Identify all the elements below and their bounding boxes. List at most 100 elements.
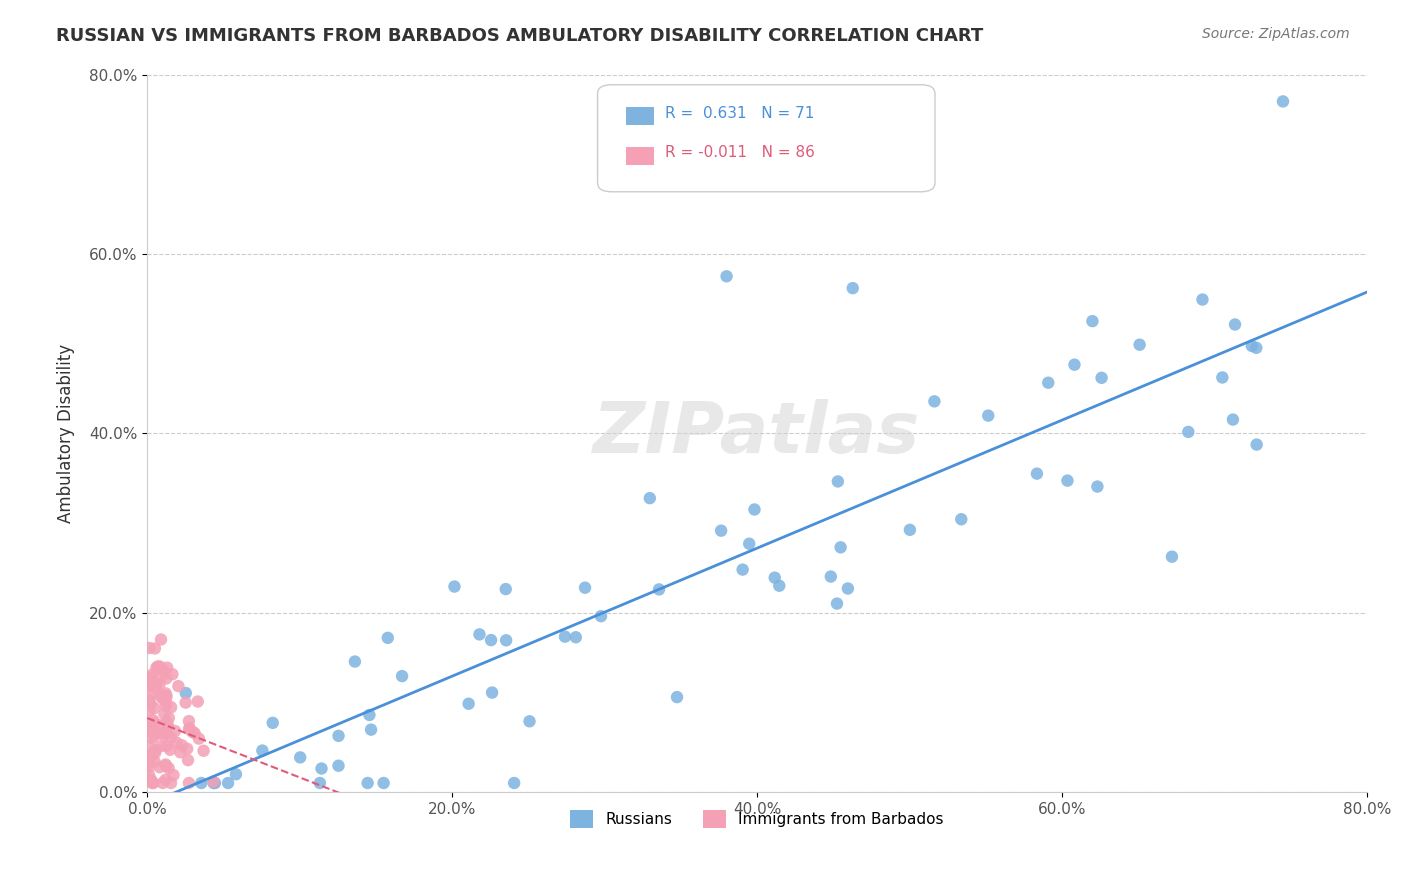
- Russians: [1222, 412, 1244, 426]
- Russians: [217, 776, 239, 790]
- Immigrants from Barbados: [177, 776, 200, 790]
- Russians: [190, 776, 212, 790]
- Immigrants from Barbados: [145, 677, 167, 691]
- Immigrants from Barbados: [142, 713, 165, 727]
- Russians: [202, 776, 225, 790]
- Point: [148, 677, 170, 691]
- Immigrants from Barbados: [139, 679, 162, 693]
- Russians: [503, 776, 526, 790]
- Immigrants from Barbados: [156, 726, 179, 740]
- Immigrants from Barbados: [141, 731, 163, 746]
- Immigrants from Barbados: [138, 640, 160, 655]
- Russians: [1246, 437, 1268, 451]
- Immigrants from Barbados: [181, 724, 204, 739]
- Russians: [252, 743, 274, 757]
- Immigrants from Barbados: [155, 759, 177, 773]
- Immigrants from Barbados: [141, 773, 163, 788]
- Immigrants from Barbados: [143, 728, 166, 742]
- Russians: [1056, 474, 1078, 488]
- Russians: [481, 685, 503, 699]
- Immigrants from Barbados: [145, 743, 167, 757]
- Russians: [311, 762, 333, 776]
- Russians: [638, 491, 661, 505]
- Russians: [457, 697, 479, 711]
- Immigrants from Barbados: [155, 689, 177, 703]
- Text: Source: ZipAtlas.com: Source: ZipAtlas.com: [1202, 27, 1350, 41]
- Russians: [468, 627, 491, 641]
- Russians: [225, 767, 247, 781]
- Immigrants from Barbados: [155, 772, 177, 787]
- Russians: [328, 729, 350, 743]
- Immigrants from Barbados: [155, 739, 177, 753]
- Russians: [768, 579, 790, 593]
- Y-axis label: Ambulatory Disability: Ambulatory Disability: [58, 343, 75, 523]
- Russians: [309, 776, 332, 790]
- Immigrants from Barbados: [159, 743, 181, 757]
- Immigrants from Barbados: [159, 731, 181, 745]
- Immigrants from Barbados: [138, 717, 160, 731]
- Russians: [827, 475, 849, 489]
- Immigrants from Barbados: [138, 773, 160, 788]
- Russians: [1090, 371, 1112, 385]
- Immigrants from Barbados: [152, 664, 174, 678]
- Russians: [738, 537, 761, 551]
- Russians: [1246, 341, 1268, 355]
- Immigrants from Barbados: [179, 723, 201, 737]
- Immigrants from Barbados: [138, 692, 160, 706]
- Russians: [825, 597, 848, 611]
- Russians: [359, 708, 381, 723]
- Immigrants from Barbados: [150, 718, 173, 732]
- Point: [155, 686, 177, 700]
- Immigrants from Barbados: [160, 700, 183, 714]
- Russians: [574, 581, 596, 595]
- Immigrants from Barbados: [162, 667, 184, 681]
- Immigrants from Barbados: [156, 715, 179, 730]
- Russians: [174, 686, 197, 700]
- Text: ZIPatlas: ZIPatlas: [593, 399, 921, 467]
- Russians: [356, 776, 378, 790]
- Immigrants from Barbados: [138, 739, 160, 753]
- Immigrants from Barbados: [150, 739, 173, 753]
- Russians: [1240, 339, 1263, 353]
- Russians: [391, 669, 413, 683]
- Immigrants from Barbados: [149, 659, 172, 673]
- Russians: [898, 523, 921, 537]
- Immigrants from Barbados: [149, 689, 172, 703]
- Russians: [950, 512, 973, 526]
- Russians: [495, 633, 517, 648]
- Russians: [842, 281, 865, 295]
- Immigrants from Barbados: [138, 678, 160, 692]
- Text: R = -0.011   N = 86: R = -0.011 N = 86: [665, 145, 815, 160]
- Text: RUSSIAN VS IMMIGRANTS FROM BARBADOS AMBULATORY DISABILITY CORRELATION CHART: RUSSIAN VS IMMIGRANTS FROM BARBADOS AMBU…: [56, 27, 983, 45]
- Russians: [1223, 318, 1246, 332]
- Immigrants from Barbados: [162, 768, 184, 782]
- Point: [150, 632, 173, 647]
- Immigrants from Barbados: [138, 756, 160, 770]
- Immigrants from Barbados: [149, 760, 172, 774]
- Russians: [820, 569, 842, 583]
- Immigrants from Barbados: [160, 776, 183, 790]
- Russians: [1177, 425, 1199, 439]
- Immigrants from Barbados: [155, 690, 177, 704]
- Point: [146, 659, 169, 673]
- Immigrants from Barbados: [177, 753, 200, 767]
- Russians: [554, 630, 576, 644]
- Russians: [1191, 293, 1213, 307]
- Immigrants from Barbados: [143, 755, 166, 769]
- Immigrants from Barbados: [141, 724, 163, 739]
- Immigrants from Barbados: [155, 696, 177, 710]
- Russians: [495, 582, 517, 596]
- Immigrants from Barbados: [183, 726, 205, 740]
- Immigrants from Barbados: [155, 672, 177, 686]
- Russians: [924, 394, 946, 409]
- Russians: [262, 715, 284, 730]
- Russians: [373, 776, 395, 790]
- Immigrants from Barbados: [155, 757, 177, 772]
- Immigrants from Barbados: [141, 776, 163, 790]
- Russians: [204, 776, 226, 790]
- Legend: Russians, Immigrants from Barbados: Russians, Immigrants from Barbados: [564, 804, 950, 835]
- Immigrants from Barbados: [150, 691, 173, 706]
- Immigrants from Barbados: [139, 748, 162, 763]
- Immigrants from Barbados: [163, 723, 186, 738]
- Russians: [1161, 549, 1184, 564]
